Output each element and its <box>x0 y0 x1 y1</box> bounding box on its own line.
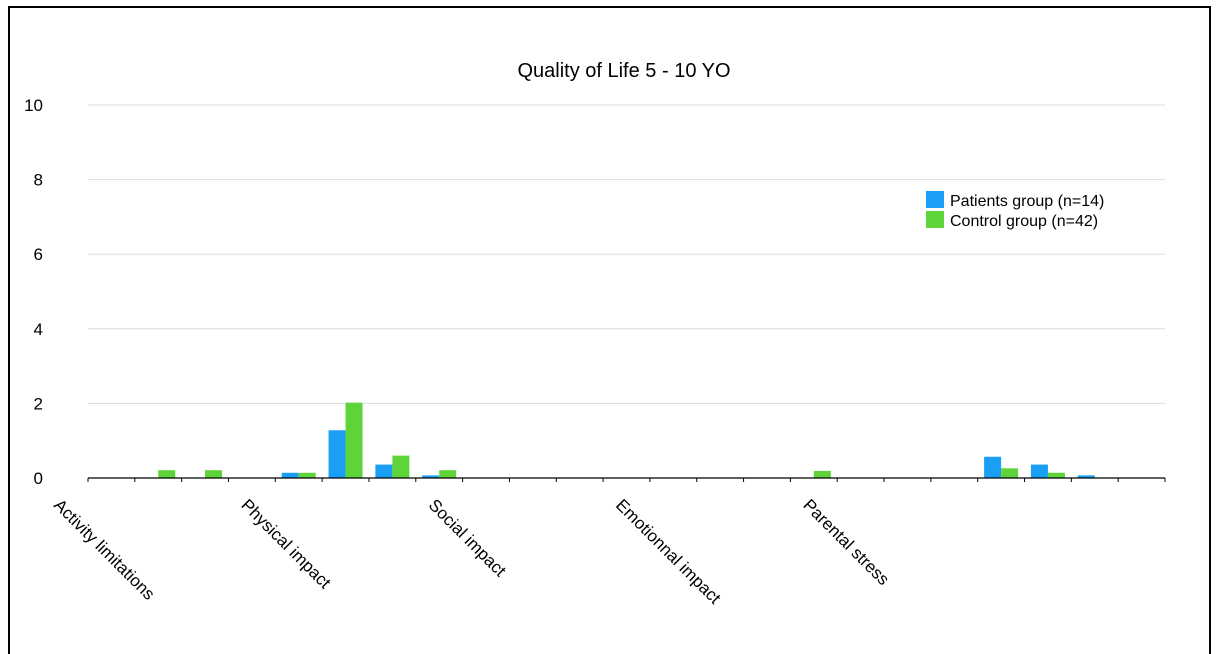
bar-patients <box>328 430 346 478</box>
bar-control <box>1047 472 1065 478</box>
bar-control <box>345 402 363 478</box>
bar-control <box>1001 468 1019 478</box>
x-category-label: Physical impact <box>237 495 334 592</box>
x-category-label: Emotionnal impact <box>612 495 725 608</box>
y-tick-label: 4 <box>34 320 43 339</box>
x-category-label: Parental stress <box>799 495 893 589</box>
bar-control <box>205 470 223 478</box>
y-tick-label: 2 <box>34 394 43 413</box>
x-axis-tick-marks <box>87 478 1166 482</box>
chart-frame <box>8 6 1211 654</box>
bar-control <box>298 472 316 478</box>
bar-patients <box>1077 475 1095 478</box>
bar-patients <box>375 464 393 478</box>
x-axis-category-labels: Activity limitations Physical impact Socia… <box>50 495 893 608</box>
y-axis-ticks: 0 2 4 6 8 10 <box>24 96 43 488</box>
y-tick-label: 8 <box>34 171 43 190</box>
bar-control <box>158 470 176 478</box>
bar-patients <box>422 475 440 478</box>
bars <box>158 402 1095 478</box>
bar-patients <box>1030 464 1048 478</box>
x-category-label: Activity limitations <box>50 495 158 603</box>
legend-swatch <box>926 211 944 228</box>
x-category-label: Social impact <box>425 495 510 580</box>
legend: Patients group (n=14) Control group (n=42… <box>926 191 1104 230</box>
legend-swatch <box>926 191 944 208</box>
bar-patients <box>281 472 299 478</box>
bar-control <box>439 470 457 478</box>
legend-label: Control group (n=42) <box>950 213 1098 230</box>
gridlines <box>88 104 1165 404</box>
y-tick-label: 0 <box>34 469 43 488</box>
y-tick-label: 10 <box>24 96 43 115</box>
legend-label: Patients group (n=14) <box>950 193 1104 210</box>
bar-patients <box>984 456 1002 478</box>
chart-title: Quality of Life 5 - 10 YO <box>517 60 730 82</box>
y-tick-label: 6 <box>34 245 43 264</box>
bar-control <box>813 470 831 478</box>
bar-control <box>392 455 410 478</box>
